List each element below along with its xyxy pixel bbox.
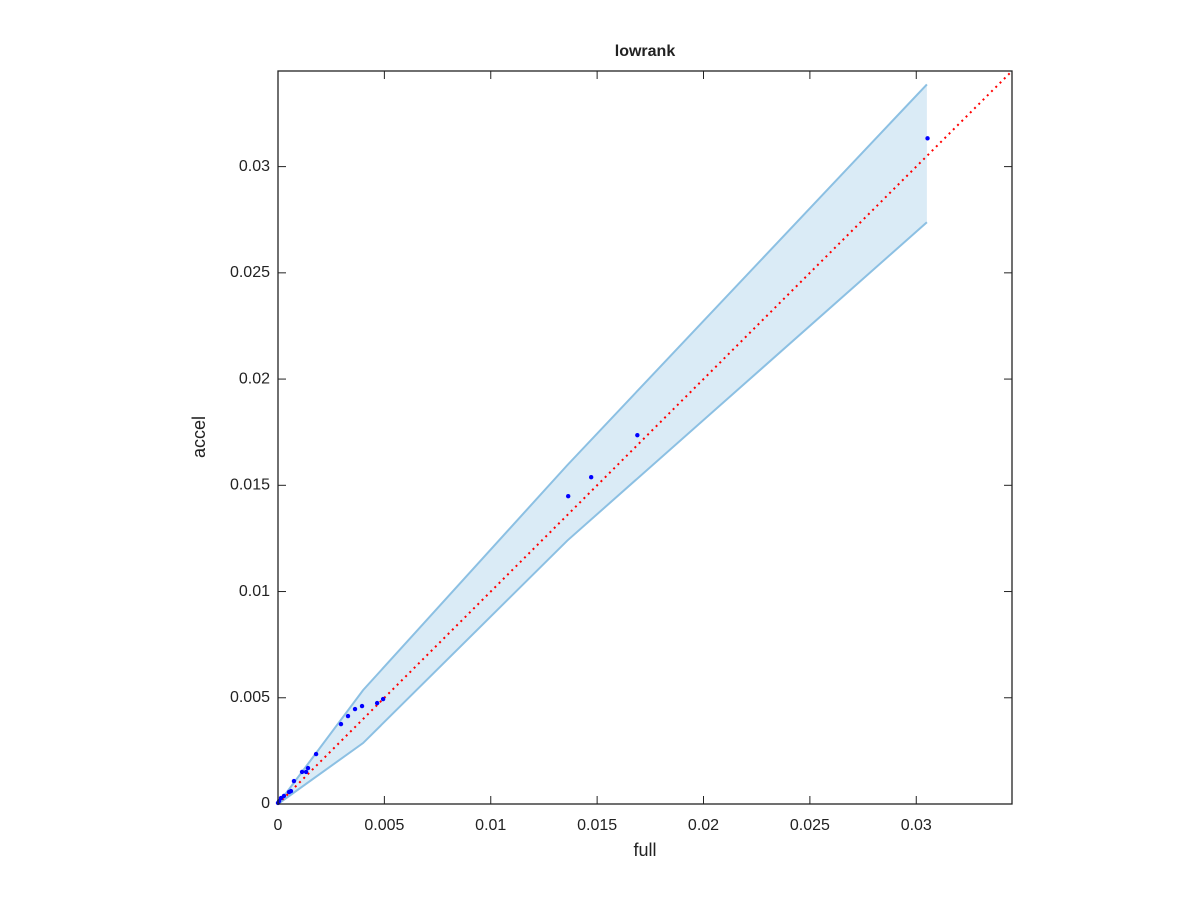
point: [313, 751, 319, 757]
y-tick-label: 0.015: [230, 477, 270, 494]
y-tick-label: 0.005: [230, 689, 270, 706]
point: [299, 769, 305, 775]
point: [291, 778, 297, 784]
point: [359, 703, 365, 709]
x-tick-label: 0: [274, 817, 283, 834]
point: [380, 696, 386, 702]
point: [286, 789, 292, 795]
point: [374, 700, 380, 706]
band-area: [278, 84, 927, 805]
point: [352, 706, 358, 712]
axes-box: [277, 70, 1013, 805]
point: [588, 475, 594, 480]
point: [565, 493, 571, 499]
x-tick-label: 0.01: [475, 817, 506, 834]
point: [925, 136, 930, 141]
x-tick-label: 0.03: [901, 817, 932, 834]
band-upper-line: [277, 83, 928, 805]
chart-title: lowrank: [615, 43, 676, 60]
y-tick-label: 0.02: [239, 370, 270, 387]
y-tick-label: 0: [261, 795, 270, 812]
point: [305, 765, 311, 771]
reference-line: [277, 70, 1013, 805]
y-tick-label: 0.025: [230, 264, 270, 281]
point: [635, 432, 640, 438]
y-tick-label: 0.03: [239, 158, 270, 175]
point: [303, 769, 309, 775]
x-tick-label: 0.015: [577, 817, 617, 834]
band-lower-line: [277, 221, 928, 805]
point: [338, 721, 344, 727]
y-axis-label: accel: [189, 416, 209, 458]
point: [345, 713, 351, 719]
x-tick-label: 0.005: [364, 817, 404, 834]
x-tick-label: 0.025: [790, 817, 830, 834]
x-tick-label: 0.02: [688, 817, 719, 834]
y-tick-label: 0.01: [239, 583, 270, 600]
x-axis-label: full: [633, 840, 656, 860]
